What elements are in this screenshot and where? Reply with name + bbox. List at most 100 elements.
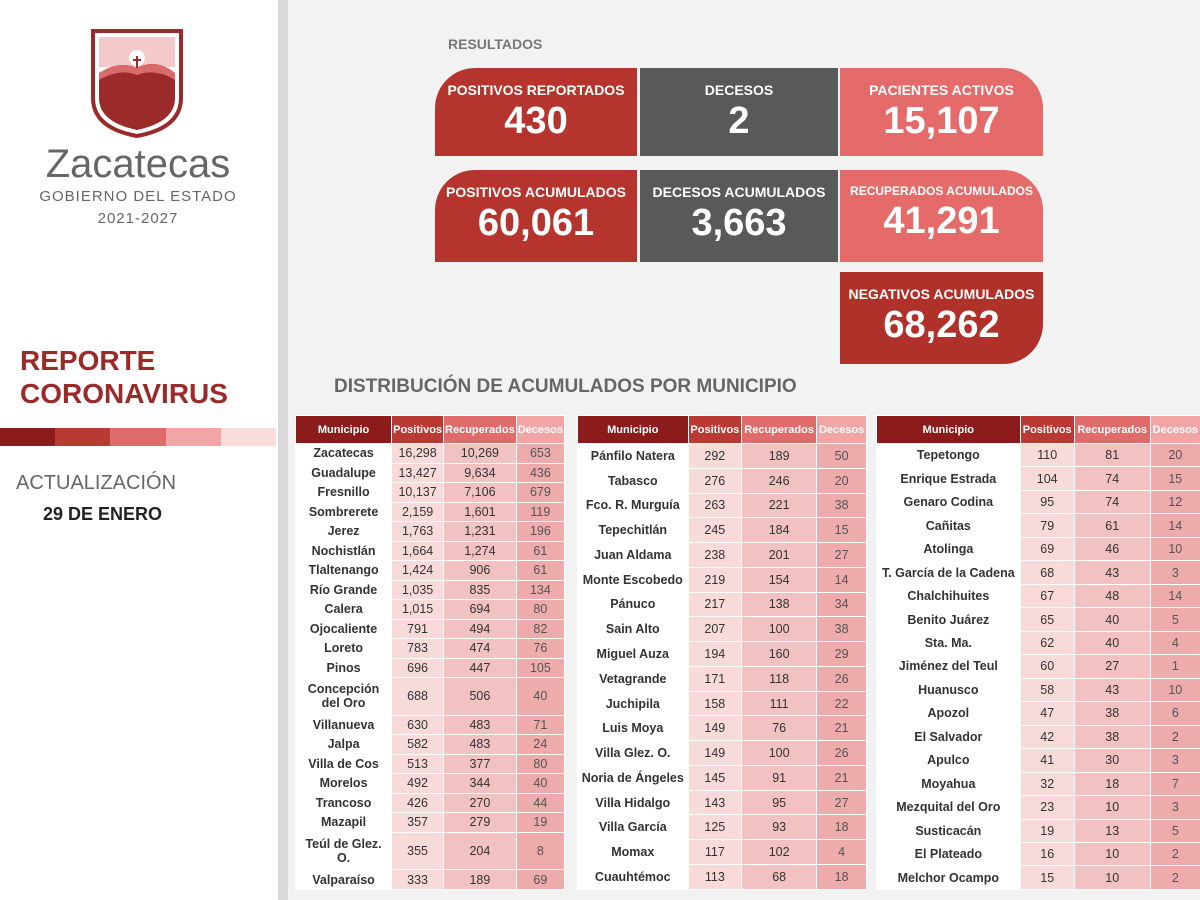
card-value: 15,107 bbox=[883, 100, 1000, 142]
count-cell: 10 bbox=[1073, 865, 1151, 890]
results-title: RESULTADOS bbox=[448, 36, 543, 52]
count-cell: 30 bbox=[1073, 748, 1151, 773]
table-row: Teúl de Glez. O. 355 204 8 bbox=[294, 831, 566, 871]
table-row: Río Grande 1,035 835 134 bbox=[294, 579, 566, 600]
count-cell: 14 bbox=[1149, 513, 1200, 538]
count-cell: 40 bbox=[515, 773, 566, 794]
count-cell: 42 bbox=[1019, 724, 1075, 750]
table-row: Jalpa 582 483 24 bbox=[294, 734, 566, 755]
municipality-table: Municipio Positivos Recuperados Decesos Tepe… bbox=[876, 415, 1200, 890]
count-cell: 19 bbox=[1019, 818, 1075, 843]
count-cell: 1,763 bbox=[391, 521, 445, 542]
count-cell: 9,634 bbox=[443, 462, 517, 483]
municipality-cell: Trancoso bbox=[294, 792, 393, 814]
count-cell: 10 bbox=[1149, 677, 1200, 703]
municipality-cell: Sta. Ma. bbox=[876, 630, 1021, 656]
table-row: Juan Aldama 238 201 27 bbox=[577, 542, 867, 568]
count-cell: 91 bbox=[741, 764, 818, 791]
count-cell: 26 bbox=[816, 665, 867, 692]
municipality-cell: Villa de Cos bbox=[294, 753, 393, 775]
count-cell: 653 bbox=[515, 443, 566, 464]
count-cell: 4 bbox=[816, 839, 867, 866]
table-row: Momax 117 102 4 bbox=[577, 839, 867, 866]
count-cell: 1,664 bbox=[391, 540, 445, 561]
municipality-cell: Luis Moya bbox=[577, 715, 689, 742]
count-cell: 355 bbox=[391, 831, 445, 871]
count-cell: 32 bbox=[1019, 771, 1075, 797]
count-cell: 69 bbox=[1019, 536, 1075, 562]
municipality-cell: Jiménez del Teul bbox=[876, 654, 1021, 679]
table-row: Pinos 696 447 105 bbox=[294, 657, 566, 678]
municipality-cell: Moyahua bbox=[876, 771, 1021, 797]
count-cell: 204 bbox=[443, 831, 517, 871]
municipality-cell: Pánuco bbox=[577, 591, 689, 618]
count-cell: 21 bbox=[816, 715, 867, 742]
count-cell: 47 bbox=[1019, 701, 1075, 726]
logo bbox=[91, 29, 183, 139]
municipality-cell: Villa Hidalgo bbox=[577, 789, 689, 816]
column-header: Recuperados bbox=[1073, 415, 1151, 444]
count-cell: 60 bbox=[1019, 654, 1075, 679]
municipality-cell: T. García de la Cadena bbox=[876, 560, 1021, 585]
table-row: Juchipila 158 111 22 bbox=[577, 690, 867, 717]
count-cell: 82 bbox=[515, 618, 566, 639]
municipality-cell: Enrique Estrada bbox=[876, 466, 1021, 491]
table-row: Tepetongo 110 81 20 bbox=[876, 442, 1200, 468]
municipality-cell: Pánfilo Natera bbox=[577, 443, 689, 469]
count-cell: 5 bbox=[1149, 607, 1200, 632]
table-row: Susticacán 19 13 5 bbox=[876, 818, 1200, 843]
municipality-cell: Huanusco bbox=[876, 677, 1021, 703]
municipality-cell: Cañitas bbox=[876, 513, 1021, 538]
count-cell: 263 bbox=[687, 492, 743, 519]
count-cell: 16 bbox=[1019, 841, 1075, 867]
municipality-cell: Teúl de Glez. O. bbox=[294, 831, 393, 871]
municipality-cell: Vetagrande bbox=[577, 665, 689, 692]
table-row: Apulco 41 30 3 bbox=[876, 748, 1200, 773]
count-cell: 38 bbox=[1073, 724, 1151, 750]
result-card: NEGATIVOS ACUMULADOS 68,262 bbox=[840, 272, 1043, 364]
count-cell: 630 bbox=[391, 714, 445, 736]
count-cell: 582 bbox=[391, 734, 445, 755]
municipality-cell: Concepción del Oro bbox=[294, 677, 393, 716]
count-cell: 100 bbox=[741, 740, 818, 766]
municipality-cell: Noria de Ángeles bbox=[577, 764, 689, 791]
table-row: Villa Glez. O. 149 100 26 bbox=[577, 740, 867, 766]
count-cell: 14 bbox=[1149, 583, 1200, 609]
municipality-cell: Miguel Auza bbox=[577, 641, 689, 667]
count-cell: 58 bbox=[1019, 677, 1075, 703]
count-cell: 149 bbox=[687, 740, 743, 766]
count-cell: 19 bbox=[515, 812, 566, 833]
card-value: 430 bbox=[504, 100, 568, 142]
count-cell: 483 bbox=[443, 734, 517, 755]
card-label: POSITIVOS REPORTADOS bbox=[447, 82, 625, 98]
municipality-cell: Juan Aldama bbox=[577, 542, 689, 568]
count-cell: 221 bbox=[741, 492, 818, 519]
count-cell: 184 bbox=[741, 517, 818, 544]
municipality-cell: Calera bbox=[294, 599, 393, 620]
count-cell: 426 bbox=[391, 792, 445, 814]
header-row: Municipio Positivos Recuperados Decesos bbox=[876, 415, 1200, 444]
count-cell: 207 bbox=[687, 616, 743, 643]
count-cell: 344 bbox=[443, 773, 517, 794]
column-header: Decesos bbox=[515, 415, 566, 444]
table-row: Miguel Auza 194 160 29 bbox=[577, 641, 867, 667]
count-cell: 93 bbox=[741, 814, 818, 841]
table-row: Noria de Ángeles 145 91 21 bbox=[577, 764, 867, 791]
count-cell: 62 bbox=[1019, 630, 1075, 656]
count-cell: 474 bbox=[443, 638, 517, 659]
count-cell: 43 bbox=[1073, 560, 1151, 585]
count-cell: 15 bbox=[1149, 466, 1200, 491]
table-row: Tlaltenango 1,424 906 61 bbox=[294, 560, 566, 581]
count-cell: 10 bbox=[1149, 536, 1200, 562]
count-cell: 41 bbox=[1019, 748, 1075, 773]
table-row: Valparaíso 333 189 69 bbox=[294, 869, 566, 890]
result-card: POSITIVOS ACUMULADOS 60,061 bbox=[435, 170, 637, 262]
table-row: Zacatecas 16,298 10,269 653 bbox=[294, 443, 566, 464]
count-cell: 81 bbox=[1073, 442, 1151, 468]
count-cell: 44 bbox=[515, 792, 566, 814]
count-cell: 29 bbox=[816, 641, 867, 667]
column-header: Recuperados bbox=[443, 415, 517, 444]
table-row: Melchor Ocampo 15 10 2 bbox=[876, 865, 1200, 890]
count-cell: 27 bbox=[1073, 654, 1151, 679]
report-title: REPORTE CORONAVIRUS bbox=[20, 344, 228, 410]
